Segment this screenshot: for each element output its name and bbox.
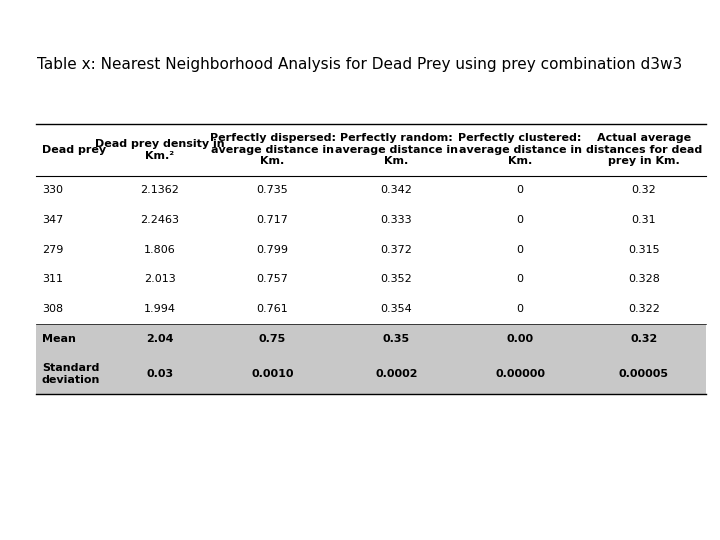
Text: 0.799: 0.799 xyxy=(256,245,289,255)
Text: Actual average
distances for dead
prey in Km.: Actual average distances for dead prey i… xyxy=(585,133,702,166)
Text: 0: 0 xyxy=(516,245,523,255)
Text: 0.00005: 0.00005 xyxy=(618,369,669,379)
Text: 0.31: 0.31 xyxy=(631,215,656,225)
Text: 311: 311 xyxy=(42,274,63,285)
Text: 0.354: 0.354 xyxy=(380,304,412,314)
Text: 0.75: 0.75 xyxy=(259,334,286,344)
Text: 0.03: 0.03 xyxy=(146,369,174,379)
Text: 0.333: 0.333 xyxy=(380,215,412,225)
Text: 308: 308 xyxy=(42,304,63,314)
Text: 0: 0 xyxy=(516,185,523,195)
Text: 1.994: 1.994 xyxy=(144,304,176,314)
Text: 2.013: 2.013 xyxy=(144,274,176,285)
Text: 0.0002: 0.0002 xyxy=(375,369,418,379)
Text: 0.717: 0.717 xyxy=(256,215,289,225)
Text: 0: 0 xyxy=(516,274,523,285)
Text: 0.35: 0.35 xyxy=(383,334,410,344)
Text: 0.32: 0.32 xyxy=(630,334,657,344)
Text: 0.00000: 0.00000 xyxy=(495,369,545,379)
Text: Dead prey density in
Km.²: Dead prey density in Km.² xyxy=(95,139,225,160)
Text: 279: 279 xyxy=(42,245,63,255)
Text: 0.328: 0.328 xyxy=(628,274,660,285)
Text: 0.315: 0.315 xyxy=(628,245,660,255)
Text: 0: 0 xyxy=(516,215,523,225)
Text: Perfectly clustered:
average distance in
Km.: Perfectly clustered: average distance in… xyxy=(459,133,582,166)
Text: 0.735: 0.735 xyxy=(256,185,289,195)
Text: Table x: Nearest Neighborhood Analysis for Dead Prey using prey combination d3w3: Table x: Nearest Neighborhood Analysis f… xyxy=(37,57,683,72)
Text: Standard
deviation: Standard deviation xyxy=(42,363,100,385)
Text: 0.32: 0.32 xyxy=(631,185,656,195)
Text: 0.0010: 0.0010 xyxy=(251,369,294,379)
Text: Mean: Mean xyxy=(42,334,76,344)
Text: 0.761: 0.761 xyxy=(256,304,289,314)
Text: 0.342: 0.342 xyxy=(380,185,413,195)
Text: 1.806: 1.806 xyxy=(144,245,176,255)
Text: 0.372: 0.372 xyxy=(380,245,413,255)
Text: Perfectly dispersed:
average distance in
Km.: Perfectly dispersed: average distance in… xyxy=(210,133,336,166)
Text: 2.1362: 2.1362 xyxy=(140,185,179,195)
Text: Perfectly random:
average distance in
Km.: Perfectly random: average distance in Km… xyxy=(335,133,458,166)
Text: 0.322: 0.322 xyxy=(628,304,660,314)
Text: 0.757: 0.757 xyxy=(256,274,289,285)
Text: 0.352: 0.352 xyxy=(380,274,412,285)
Text: 2.04: 2.04 xyxy=(146,334,174,344)
Text: 0: 0 xyxy=(516,304,523,314)
Text: 330: 330 xyxy=(42,185,63,195)
Text: 347: 347 xyxy=(42,215,63,225)
Text: 2.2463: 2.2463 xyxy=(140,215,179,225)
Text: Dead prey: Dead prey xyxy=(42,145,106,155)
Text: 0.00: 0.00 xyxy=(506,334,534,344)
